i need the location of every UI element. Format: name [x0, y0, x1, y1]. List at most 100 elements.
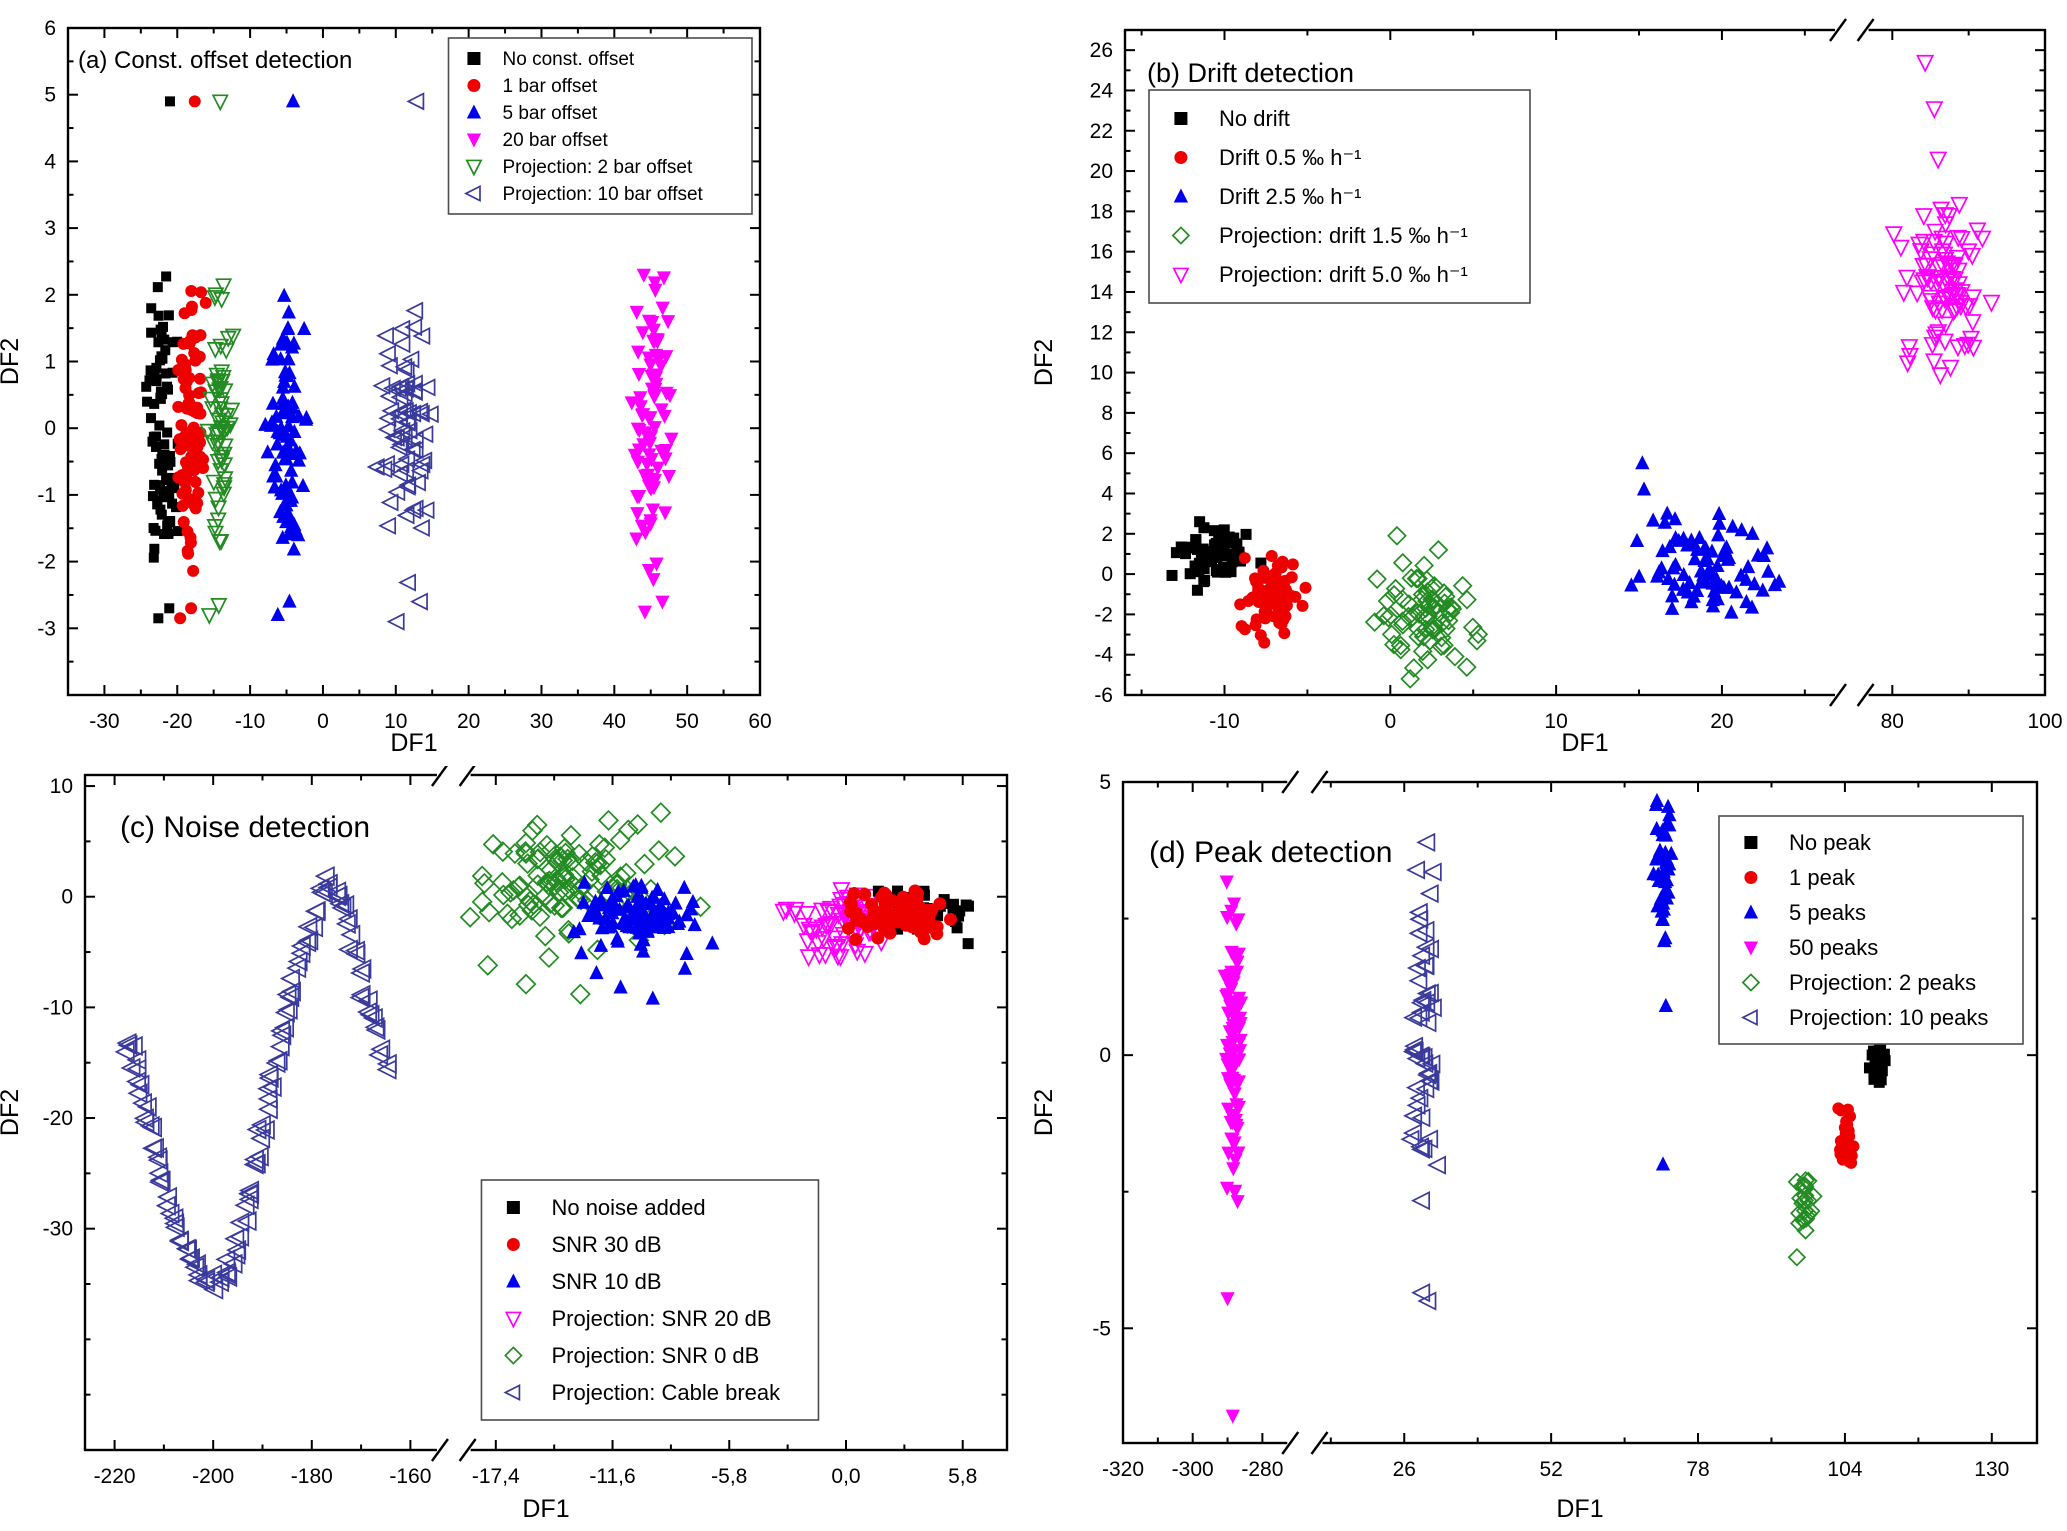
axis-ticks [1125, 30, 2046, 696]
y-tick-label: 12 [1090, 321, 1113, 344]
x-tick-label: -200 [192, 1465, 234, 1488]
x-tick-label: -17,4 [472, 1465, 520, 1488]
axis-ticks [85, 775, 1007, 1450]
series-drift-0p5 [1234, 549, 1312, 649]
y-axis-label: DF2 [0, 1089, 24, 1136]
legend-item-label: SNR 10 dB [551, 1269, 661, 1294]
x-tick-label: -220 [94, 1465, 136, 1488]
legend-item: 50 peaks [1743, 935, 1878, 960]
legend-item: Projection: 10 peaks [1740, 1005, 1988, 1030]
series-projection-drift-1p5 [1364, 525, 1489, 689]
series-50-peaks [1217, 875, 1249, 1424]
y-axis-label: DF2 [1034, 339, 1058, 386]
legend-item-label: SNR 30 dB [551, 1232, 661, 1257]
legend-item-label: No drift [1219, 106, 1290, 131]
axis-break-slash [430, 1438, 449, 1462]
legend-item: SNR 10 dB [506, 1269, 662, 1294]
x-tick-label: -160 [389, 1465, 431, 1488]
axis-break-slash [430, 766, 448, 787]
series-5-bar-offset [258, 93, 314, 622]
axis-break-slash [1856, 18, 1875, 42]
x-tick-label: -320 [1102, 1458, 1144, 1481]
legend-item: 5 bar offset [466, 103, 598, 124]
axis-ticks [1122, 781, 2037, 1443]
x-tick-label: 60 [748, 710, 771, 733]
y-tick-label: 24 [1090, 79, 1114, 102]
legend-item-label: Projection: 2 bar offset [503, 157, 693, 178]
series-projection-drift-5p0 [1884, 54, 2001, 386]
legend-item-label: Drift 2.5 ‰ h⁻¹ [1219, 184, 1361, 209]
legend-item: No const. offset [467, 49, 635, 70]
axis-break-slash [1310, 770, 1329, 794]
axis-break-slash [1310, 1431, 1329, 1455]
axis-break-gap [436, 1446, 471, 1454]
plot-panel-d: -320 -300 -280 26 52 78 104 130 5 0 -5 DF1 DF2 (d) Pe… [1034, 770, 2039, 1523]
axis-break-gap [1287, 778, 1323, 786]
y-tick-label: -10 [43, 996, 73, 1019]
x-tick-label: 10 [384, 710, 407, 733]
x-tick-label: 0 [1384, 710, 1396, 733]
legend-panel-d: No peak 1 peak 5 peaks 50 peaks Projection: … [1718, 815, 2024, 1045]
panel-title: (a) Const. offset detection [78, 47, 352, 74]
series-no-const-offset [141, 96, 183, 624]
y-tick-label: 22 [1090, 120, 1113, 143]
y-tick-label: 10 [1090, 362, 1113, 385]
series-1-bar-offset [172, 95, 212, 625]
legend-item-label: Drift 0.5 ‰ h⁻¹ [1219, 145, 1361, 170]
y-tick-label: -2 [1094, 603, 1113, 626]
plot-frame [83, 773, 1009, 1452]
x-axis-label: DF1 [390, 729, 437, 757]
legend-item-label: Projection: 2 peaks [1789, 970, 1976, 995]
panel-b-drift-detection: -10 0 10 20 80 100 26 24 22 20 18 16 14 12 10 8 6 4 2 0 -2 -4… [1034, 0, 2067, 765]
y-tick-label: -4 [1094, 644, 1113, 667]
axis-break-slash [1281, 1431, 1300, 1455]
legend-box [480, 1179, 820, 1421]
y-tick-label: 0 [44, 417, 56, 440]
legend-item: Projection: Cable break [503, 1380, 781, 1405]
y-tick-label: 5 [1099, 771, 1111, 794]
x-axis-label: DF1 [1556, 1495, 1603, 1523]
plot-panel-b: -10 0 10 20 80 10026242220181614121086420-2-4… [1034, 18, 2063, 757]
x-tick-label: 80 [1881, 710, 1904, 733]
series-projection-10-bar-offset [366, 92, 439, 631]
legend-item-label: 50 peaks [1789, 935, 1878, 960]
x-tick-label: 0 [317, 710, 329, 733]
tick-labels: -320 -300 -280 26 52 78 104 130 5 0 -5 [1092, 771, 2009, 1481]
y-tick-label: 6 [1101, 442, 1113, 465]
legend-item-label: 1 peak [1789, 865, 1856, 890]
legend-item: 1 peak [1744, 865, 1856, 890]
x-tick-label: 50 [675, 710, 698, 733]
legend-item-label: Projection: SNR 20 dB [551, 1306, 771, 1331]
y-tick-label: 2 [44, 284, 56, 307]
tick-labels: -220 -200 -180 -160 -17,4 -11,6 -5,8 0,0 5,8 10 0 -… [43, 775, 978, 1488]
legend-box [447, 37, 753, 215]
panel-a-const-offset-detection: -30 -20 -10 0 10 20 30 40 50 60 6 5 4 3 2 1 0 -1 -2 -3 DF1 DF… [0, 0, 1033, 765]
axis-break-slash [1829, 18, 1847, 42]
x-tick-label: 40 [603, 710, 626, 733]
plot-frame [1123, 28, 2047, 697]
legend-item: SNR 30 dB [506, 1232, 662, 1257]
legend-item: Projection: 10 bar offset [464, 184, 704, 205]
axis-break-gap [1287, 1439, 1323, 1447]
series-20-bar-offset [624, 268, 679, 620]
x-tick-label: -30 [89, 710, 119, 733]
series-5-peaks [1646, 792, 1679, 1171]
x-tick-label: -280 [1241, 1458, 1283, 1481]
legend-box [1148, 89, 1531, 304]
y-tick-label: -6 [1094, 684, 1113, 707]
legend-item: No noise added [506, 1195, 706, 1220]
x-tick-label: -20 [162, 710, 192, 733]
panel-d-peak-detection: -320 -300 -280 26 52 78 104 130 5 0 -5 DF1 DF2 (d) Pe… [1034, 766, 2067, 1531]
axis-break-slash [458, 1438, 477, 1462]
axis-break-gap [1835, 691, 1869, 699]
tick-labels: -10 0 10 20 80 10026242220181614121086420-2-4… [1090, 39, 2063, 733]
panel-c-noise-detection: -220 -200 -180 -160 -17,4 -11,6 -5,8 0,0 5,8 10 0 -… [0, 766, 1033, 1531]
series-projection-cable-break [114, 866, 397, 1300]
axis-break-slash [1281, 770, 1300, 794]
axis-break-gap [1835, 26, 1869, 34]
legend-item-label: Projection: SNR 0 dB [551, 1343, 759, 1368]
x-tick-label: 78 [1686, 1458, 1709, 1481]
y-tick-label: -1 [37, 484, 56, 507]
